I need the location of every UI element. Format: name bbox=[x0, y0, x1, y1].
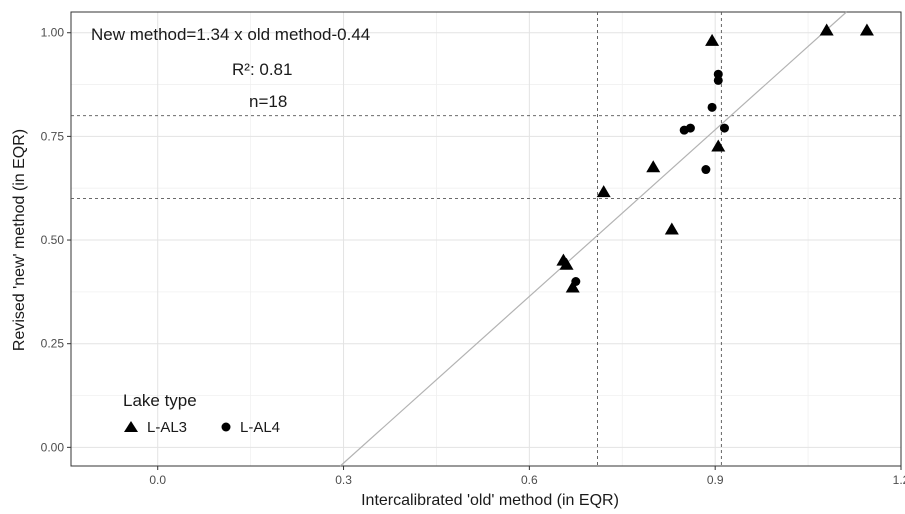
legend-triangle-marker bbox=[124, 421, 138, 432]
legend-label-l-al3: L-AL3 bbox=[147, 419, 187, 436]
r-squared-annotation: R²: 0.81 bbox=[232, 60, 292, 79]
data-point-triangle bbox=[664, 222, 679, 235]
y-axis-title: Revised 'new' method (in EQR) bbox=[11, 129, 28, 351]
data-point-circle bbox=[685, 123, 695, 133]
data-point-triangle bbox=[711, 139, 726, 152]
reference-lines bbox=[71, 12, 901, 466]
equation-annotation: New method=1.34 x old method-0.44 bbox=[91, 25, 370, 44]
y-tick-label: 0.50 bbox=[41, 233, 65, 247]
data-point-circle bbox=[719, 123, 729, 133]
legend-title: Lake type bbox=[123, 391, 197, 410]
data-point-triangle bbox=[596, 185, 611, 198]
plot-panel-border bbox=[70, 11, 902, 467]
n-annotation: n=18 bbox=[249, 92, 287, 111]
x-tick-label: 0.0 bbox=[149, 473, 166, 487]
data-point-triangle bbox=[705, 33, 720, 46]
data-point-circle bbox=[713, 69, 723, 79]
data-points bbox=[556, 23, 874, 293]
data-point-triangle bbox=[859, 23, 874, 36]
data-point-triangle bbox=[565, 280, 580, 293]
regression-line bbox=[339, 11, 847, 467]
data-point-circle bbox=[713, 75, 723, 85]
y-axis-ticks: 0.00 0.25 0.50 0.75 1.00 bbox=[41, 26, 71, 454]
data-point-triangle bbox=[559, 257, 574, 270]
x-tick-label: 0.3 bbox=[335, 473, 352, 487]
x-tick-label: 0.6 bbox=[521, 473, 538, 487]
legend-circle-marker bbox=[221, 422, 231, 432]
x-axis-title: Intercalibrated 'old' method (in EQR) bbox=[361, 492, 619, 509]
y-tick-label: 1.00 bbox=[41, 26, 65, 40]
data-point-circle bbox=[701, 165, 711, 175]
data-point-triangle bbox=[819, 23, 834, 36]
y-tick-label: 0.25 bbox=[41, 337, 65, 351]
x-tick-label: 1.2 bbox=[893, 473, 905, 487]
y-tick-label: 0.75 bbox=[41, 129, 65, 143]
x-tick-label: 0.9 bbox=[707, 473, 724, 487]
data-point-triangle bbox=[646, 160, 661, 173]
data-point-circle bbox=[707, 102, 717, 112]
x-axis-ticks: 0.0 0.3 0.6 0.9 1.2 bbox=[149, 466, 905, 487]
legend: Lake type L-AL3 L-AL4 bbox=[123, 391, 280, 436]
legend-label-l-al4: L-AL4 bbox=[240, 419, 280, 436]
minor-gridlines bbox=[71, 12, 901, 466]
data-point-circle bbox=[571, 276, 581, 286]
y-tick-label: 0.00 bbox=[41, 440, 65, 454]
